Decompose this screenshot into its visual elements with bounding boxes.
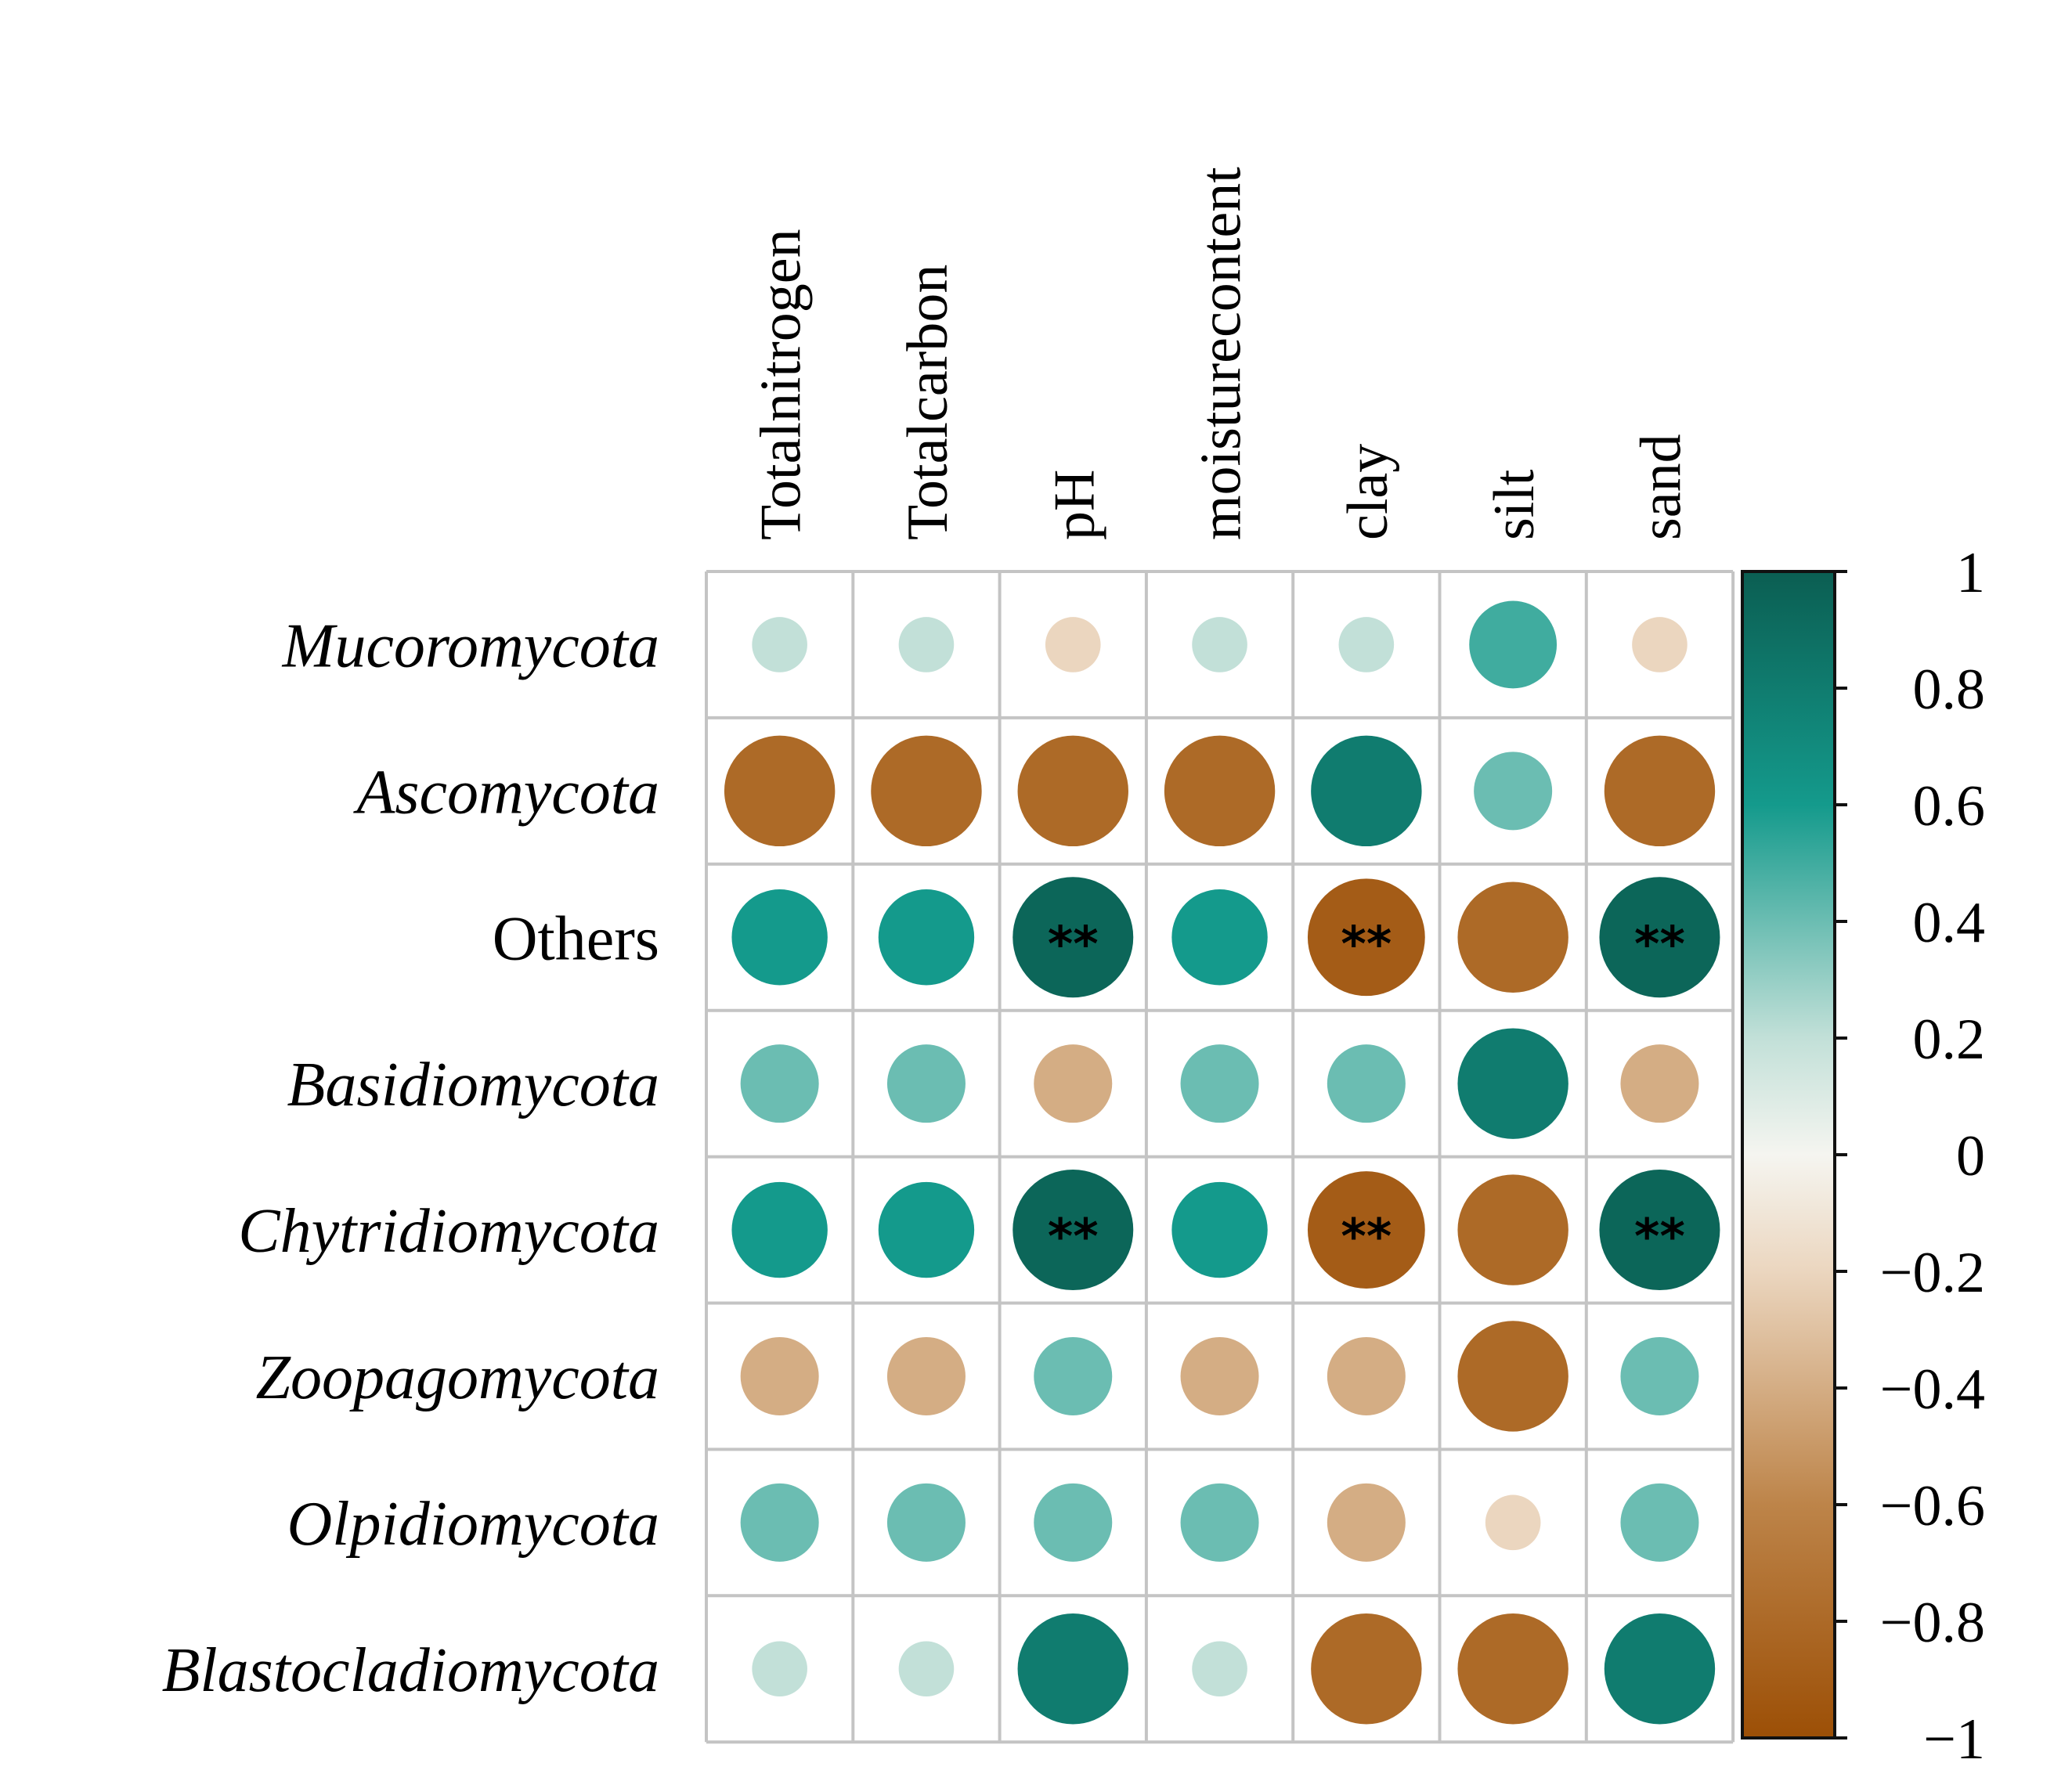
correlation-circle (740, 1044, 819, 1123)
correlation-circle (898, 1641, 955, 1697)
correlation-circle (1457, 1321, 1568, 1432)
correlation-circle (886, 1044, 966, 1123)
correlation-circle (1307, 1171, 1425, 1289)
correlation-circle (1327, 1044, 1406, 1123)
correlation-circle (1171, 889, 1268, 986)
correlation-circle (1034, 1483, 1113, 1562)
correlation-circle (1017, 735, 1128, 847)
significance-mark: ** (1341, 1208, 1392, 1265)
correlation-circle (1338, 617, 1395, 672)
column-label: Totalnitrogen (749, 229, 814, 540)
correlation-circle (1180, 1483, 1259, 1562)
colorbar-tick-label: −0.8 (1880, 1591, 1985, 1655)
correlation-circle (1164, 735, 1276, 847)
significance-mark: ** (1048, 915, 1099, 972)
row-label: Mucoromycota (282, 611, 659, 680)
correlation-circle (740, 1336, 819, 1415)
correlation-circle (886, 1483, 966, 1562)
colorbar-tick-label: 0.4 (1913, 891, 1986, 955)
correlation-circle (1180, 1044, 1259, 1123)
correlation-circle (1457, 1028, 1568, 1139)
column-label: silt (1482, 469, 1547, 540)
correlation-circle (752, 1641, 807, 1697)
colorbar-tick-label: −0.2 (1880, 1241, 1985, 1305)
colorbar-tick-label: −0.4 (1880, 1357, 1985, 1422)
correlation-circle (1192, 1641, 1247, 1697)
matrix-grid (705, 570, 1735, 1744)
correlation-circles (724, 600, 1720, 1725)
correlation-circle (1469, 600, 1558, 689)
column-labels: Totalnitrogen Totalcarbon pH moistureconten… (749, 167, 1694, 540)
correlation-circle (1620, 1336, 1699, 1415)
correlation-circle (1017, 1613, 1128, 1725)
row-label: Zoopagomycota (255, 1343, 659, 1412)
correlation-circle (1311, 1613, 1422, 1725)
column-label: moisturecontent (1189, 167, 1254, 540)
correlation-circle (1457, 881, 1568, 993)
correlation-circle (1034, 1336, 1113, 1415)
colorbar: 1 0.8 0.6 0.4 0.2 0 −0.2 −0.4 −0.6 −0.8 −1 (1741, 541, 1986, 1772)
colorbar-tick-label: 0.2 (1913, 1008, 1986, 1072)
row-labels: Mucoromycota Ascomycota Others Basidiomycot… (162, 611, 659, 1704)
significance-mark: ** (1634, 1208, 1685, 1265)
colorbar-tick-label: −1 (1923, 1707, 1985, 1772)
colorbar-tick-label: 1 (1956, 541, 1985, 605)
correlation-circle (1013, 877, 1134, 998)
correlation-circle (1632, 617, 1688, 672)
correlation-circle (1474, 752, 1553, 831)
correlation-circle (898, 617, 955, 672)
column-label: sand (1629, 434, 1693, 540)
correlation-circle (1604, 1613, 1716, 1725)
correlation-circle (1620, 1044, 1699, 1123)
row-label: Ascomycota (352, 758, 659, 827)
correlation-circle (1045, 617, 1101, 672)
significance-mark: ** (1634, 915, 1685, 972)
significance-mark: ** (1048, 1208, 1099, 1265)
correlation-circle (878, 1181, 975, 1278)
correlation-circle (1171, 1181, 1268, 1278)
correlation-circle (1485, 1494, 1541, 1551)
correlation-circle (731, 889, 828, 986)
correlation-circle (1599, 877, 1720, 998)
colorbar-tick-label: 0.6 (1913, 774, 1986, 838)
correlation-circle (740, 1483, 819, 1562)
column-label: Totalcarbon (896, 265, 960, 540)
column-label: clay (1336, 444, 1400, 540)
correlation-circle (1180, 1336, 1259, 1415)
correlation-circle (1620, 1483, 1699, 1562)
correlation-circle (878, 889, 975, 986)
correlation-circle (724, 735, 836, 847)
correlation-circle (1599, 1170, 1720, 1291)
colorbar-tick-label: −0.6 (1880, 1474, 1985, 1538)
colorbar-tick-label: 0 (1956, 1124, 1985, 1188)
correlation-circle (1327, 1336, 1406, 1415)
correlation-circle (1311, 735, 1422, 847)
colorbar-gradient (1741, 570, 1836, 1740)
correlation-circle (1307, 878, 1425, 997)
column-label: pH (1042, 470, 1106, 540)
correlation-circle (871, 735, 982, 847)
significance-marks: ** ** ** ** ** ** (1048, 915, 1685, 1265)
correlation-circle (1457, 1613, 1568, 1725)
significance-mark: ** (1341, 915, 1392, 972)
row-label: Basidiomycota (287, 1051, 659, 1119)
correlation-circle (752, 617, 807, 672)
row-label: Olpidiomycota (287, 1490, 659, 1559)
row-label: Blastocladiomycota (162, 1636, 659, 1705)
correlation-circle (1013, 1170, 1134, 1291)
row-label: Chytridiomycota (238, 1197, 659, 1266)
correlation-circle (1327, 1483, 1406, 1562)
correlation-circle (1034, 1044, 1113, 1123)
correlation-circle (886, 1336, 966, 1415)
correlation-circle (1192, 617, 1247, 672)
row-label: Others (493, 904, 659, 973)
correlation-circle (731, 1181, 828, 1278)
correlation-circle (1604, 735, 1716, 847)
colorbar-tick-label: 0.8 (1913, 658, 1986, 722)
correlation-circle (1457, 1174, 1568, 1285)
